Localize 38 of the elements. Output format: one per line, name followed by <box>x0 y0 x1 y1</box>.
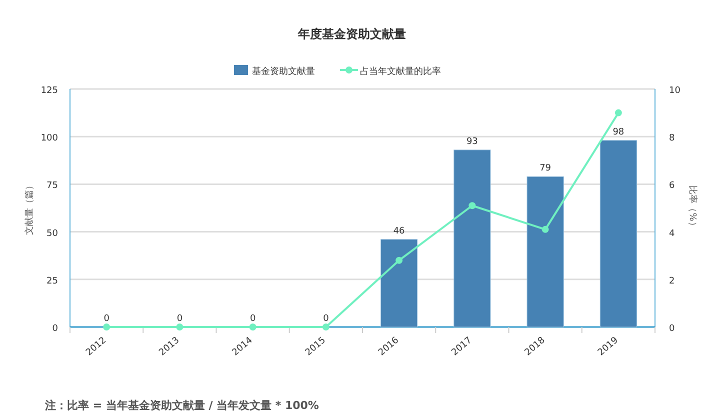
y-tick-label: 75 <box>46 181 58 192</box>
y2-tick-label: 8 <box>669 134 675 144</box>
point <box>322 324 330 330</box>
data-label: 46 <box>393 226 406 236</box>
y-tick-label: 0 <box>52 324 58 334</box>
chart-title: 年度基金资助文献量 <box>297 27 406 41</box>
y2-tick-label: 10 <box>669 86 681 96</box>
bar <box>380 239 418 328</box>
data-label: 93 <box>466 136 478 147</box>
data-label: 0 <box>250 314 256 324</box>
text: 注：比率 = 当年基金资助文献量 / 当年发文量 * 100% <box>44 399 319 412</box>
y-tick-label: 50 <box>46 228 58 239</box>
y2-tick-label: 0 <box>669 324 675 334</box>
legend-label: 基金资助文献量 <box>252 66 315 77</box>
bar <box>526 176 564 328</box>
data-label: 0 <box>176 314 183 324</box>
point <box>396 256 403 264</box>
point <box>176 324 184 330</box>
y-axis-title: 文献量（篇） <box>24 181 35 235</box>
legend-label: 占当年文献量的比率 <box>360 66 441 77</box>
data-label: 79 <box>540 164 552 174</box>
point <box>103 324 110 330</box>
y2-axis-title: 比率（%） <box>687 186 698 230</box>
y-tick-label: 25 <box>46 276 58 286</box>
point <box>249 324 256 330</box>
point <box>542 226 549 233</box>
y2-tick-label: 6 <box>669 181 675 192</box>
point <box>468 202 476 210</box>
bar <box>454 150 491 328</box>
y2-tick-label: 4 <box>669 228 675 239</box>
data-label: 0 <box>104 314 110 324</box>
y-tick-label: 100 <box>40 134 58 144</box>
data-label: 98 <box>612 127 624 138</box>
point <box>614 109 622 116</box>
data-label: 0 <box>323 314 330 324</box>
y2-tick-label: 2 <box>669 276 675 286</box>
bar <box>600 140 637 328</box>
y-tick-label: 125 <box>40 86 58 96</box>
